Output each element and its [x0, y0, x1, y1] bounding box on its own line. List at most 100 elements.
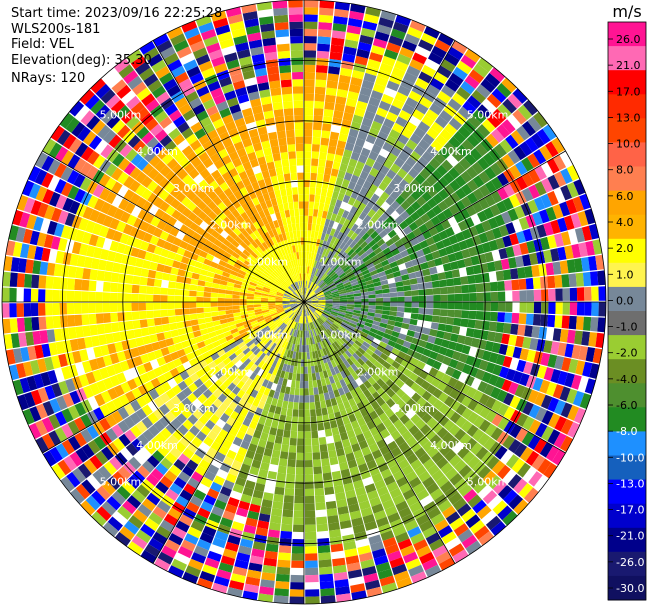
radar-gate — [566, 329, 576, 344]
radar-gate — [396, 476, 409, 488]
radar-gate — [273, 109, 284, 118]
radar-gate — [478, 197, 490, 210]
radar-gate — [364, 258, 373, 266]
radar-gate — [366, 334, 375, 342]
radar-gate — [342, 342, 350, 350]
radar-gate — [584, 378, 596, 395]
radar-gate — [345, 555, 360, 565]
radar-gate — [309, 306, 316, 311]
radar-gate — [541, 178, 554, 193]
radar-gate — [301, 244, 304, 252]
radar-gate — [386, 273, 395, 280]
radar-gate — [153, 310, 161, 318]
radar-gate — [196, 285, 205, 292]
radar-gate — [96, 270, 105, 281]
radar-gate — [297, 438, 304, 446]
radar-gate — [353, 167, 362, 177]
radar-gate — [300, 230, 304, 238]
radar-gate — [292, 187, 298, 195]
radar-gate — [324, 486, 335, 495]
radar-gate — [497, 281, 505, 291]
radar-gate — [286, 473, 295, 482]
radar-gate — [410, 211, 420, 222]
radar-gate — [291, 423, 298, 432]
radar-gate — [365, 247, 374, 256]
radar-gate — [439, 309, 448, 317]
field-text: Field: VEL — [11, 37, 74, 52]
radar-gate — [294, 329, 298, 338]
radar-gate — [261, 499, 273, 508]
radar-gate — [451, 40, 468, 55]
radar-gate — [521, 157, 534, 172]
radar-gate — [197, 318, 206, 325]
radar-gate — [24, 317, 33, 332]
colorbar-tick-label: -6.0 — [616, 399, 637, 412]
radar-gate — [349, 205, 358, 215]
radar-gate — [373, 234, 382, 243]
radar-gate — [338, 133, 348, 143]
radar-gate — [330, 287, 338, 292]
radar-gate — [343, 482, 355, 492]
radar-gate — [461, 139, 475, 153]
radar-gate — [309, 292, 316, 298]
radar-gate — [372, 416, 383, 427]
radar-gate — [393, 253, 403, 261]
radar-gate — [217, 306, 226, 311]
radar-gate — [507, 474, 522, 489]
radar-gate — [346, 296, 355, 300]
radar-gate — [379, 322, 388, 329]
radar-gate — [311, 259, 315, 268]
radar-gate — [367, 490, 379, 500]
radar-gate — [419, 551, 435, 565]
radar-gate — [409, 278, 418, 285]
range-ring-label: 2.00km — [357, 219, 399, 232]
radar-gate — [394, 60, 409, 72]
radar-gate — [418, 452, 431, 465]
radar-gate — [275, 29, 289, 38]
radar-gate — [329, 536, 343, 545]
radar-gate — [316, 379, 322, 388]
radar-gate — [541, 302, 549, 314]
radar-gate — [426, 357, 436, 367]
radar-gate — [124, 302, 132, 312]
radar-gate — [472, 329, 482, 339]
radar-gate — [443, 184, 455, 196]
radar-gate — [598, 286, 606, 301]
radar-gate — [401, 127, 413, 139]
radar-gate — [367, 287, 375, 292]
radar-gate — [330, 44, 344, 54]
radar-gate — [317, 334, 322, 343]
radar-gate — [325, 277, 332, 284]
radar-gate — [331, 253, 338, 262]
radar-gate — [372, 391, 381, 401]
radar-gate — [341, 178, 350, 188]
radar-gate — [389, 463, 402, 475]
radar-gate — [319, 356, 324, 365]
radar-gate — [337, 208, 345, 217]
radar-gate — [329, 326, 337, 333]
radar-gate — [547, 314, 556, 328]
radar-gate — [282, 378, 288, 387]
colorbar-tick-label: 0.0 — [616, 294, 634, 307]
radar-gate — [197, 577, 213, 590]
radar-gate — [310, 303, 318, 307]
radar-gate — [253, 374, 261, 383]
radar-gate — [304, 302, 311, 304]
radar-gate — [440, 294, 448, 302]
radar-gate — [368, 251, 377, 259]
radar-gate — [406, 436, 418, 447]
radar-gate — [330, 351, 337, 360]
radar-gate — [525, 277, 534, 290]
radar-gate — [424, 219, 435, 230]
radar-gate — [341, 321, 349, 327]
radar-gate — [316, 57, 329, 66]
radar-gate — [162, 272, 171, 281]
radar-gate — [289, 165, 297, 174]
radar-gate — [189, 313, 198, 320]
radar-gate — [274, 406, 282, 415]
radar-gate — [313, 252, 317, 261]
radar-gate — [304, 431, 312, 439]
radar-gate — [410, 413, 421, 425]
radar-gate — [475, 446, 489, 460]
radar-gate — [399, 268, 409, 276]
